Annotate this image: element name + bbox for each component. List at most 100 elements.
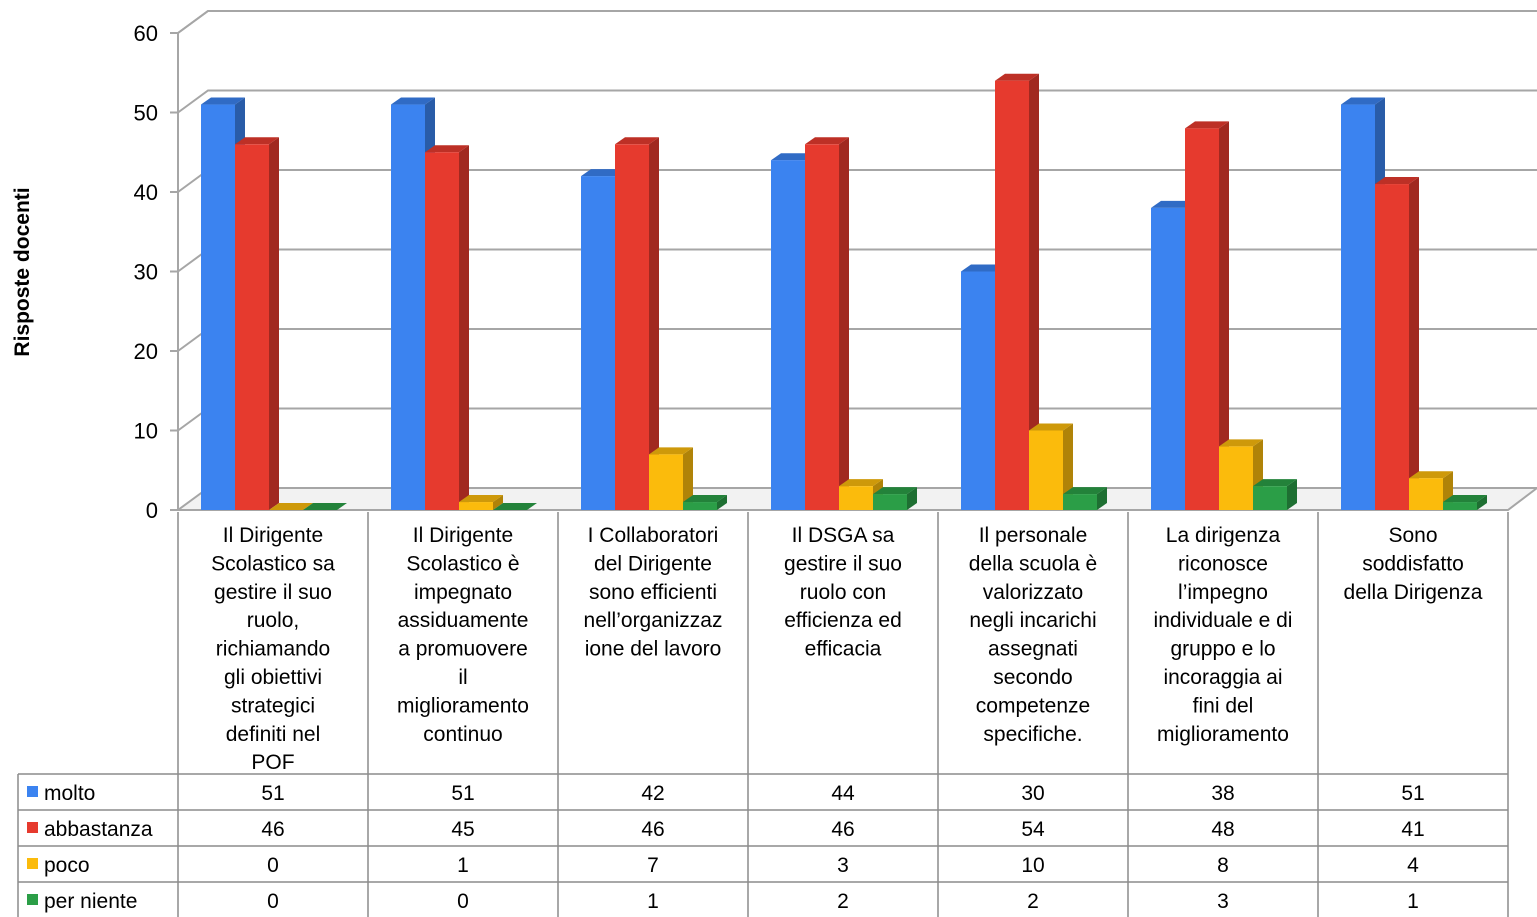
bar-top bbox=[1443, 495, 1487, 503]
bar-front bbox=[391, 104, 425, 511]
bar-abbastanza-1 bbox=[235, 137, 279, 511]
bar-per-niente-1 bbox=[303, 503, 347, 510]
category-label: Il DSGA sa gestire il suo ruolo con efficie… bbox=[784, 524, 902, 661]
table-cell-value: 2 bbox=[837, 890, 849, 913]
bar-top bbox=[1253, 479, 1297, 487]
y-tick-label: 0 bbox=[146, 498, 158, 523]
back-wall-edge bbox=[177, 10, 1537, 510]
bar-abbastanza-3 bbox=[615, 137, 659, 511]
bar-top bbox=[459, 495, 503, 503]
bar-poco-2 bbox=[459, 495, 503, 510]
bar-front bbox=[459, 502, 493, 510]
bar-poco-3 bbox=[649, 447, 693, 510]
category-label: Il Dirigente Scolastico sa gestire il suo r… bbox=[211, 524, 335, 774]
bar-top bbox=[805, 137, 849, 145]
bar-side bbox=[717, 495, 727, 510]
bar-front bbox=[649, 454, 683, 510]
bar-front bbox=[615, 144, 649, 511]
bar-front bbox=[235, 144, 269, 511]
bar-side bbox=[493, 495, 503, 510]
bar-side bbox=[1029, 73, 1039, 510]
y-axis: 0 10 20 30 40 50 60 bbox=[134, 21, 178, 523]
bar-top bbox=[581, 169, 625, 177]
bar-front bbox=[1409, 478, 1443, 510]
bar-top bbox=[649, 447, 693, 455]
bar-top bbox=[615, 137, 659, 145]
bar-front bbox=[1219, 446, 1253, 510]
bar-abbastanza-7 bbox=[1375, 177, 1419, 511]
bar-front bbox=[995, 80, 1029, 510]
bar-front bbox=[581, 176, 615, 510]
y-axis-label: Risposte docenti bbox=[11, 187, 34, 356]
legend-swatch bbox=[27, 858, 38, 869]
gridline bbox=[177, 248, 1537, 273]
bar-front bbox=[683, 502, 717, 510]
bar-top bbox=[1375, 177, 1419, 185]
legend-swatch bbox=[27, 822, 38, 833]
table-cell-value: 45 bbox=[451, 818, 474, 841]
bar-top bbox=[201, 97, 245, 105]
bar-front bbox=[1375, 184, 1409, 511]
bar-abbastanza-2 bbox=[425, 145, 469, 510]
table-cell-value: 46 bbox=[831, 818, 854, 841]
gridline bbox=[177, 10, 1537, 34]
table-cell-value: 2 bbox=[1027, 890, 1039, 913]
category-label: Sono soddisfatto della Dirigenza bbox=[1344, 524, 1483, 604]
bar-top bbox=[269, 503, 313, 510]
bar-top bbox=[1063, 487, 1107, 495]
legend-label: abbastanza bbox=[44, 818, 153, 841]
gridline bbox=[177, 169, 1537, 193]
table-cell-value: 3 bbox=[1217, 890, 1229, 913]
chart-walls bbox=[174, 10, 1537, 511]
bar-front bbox=[1029, 430, 1063, 510]
bar-top bbox=[1219, 439, 1263, 447]
bars bbox=[201, 73, 1487, 511]
table-cell-value: 46 bbox=[641, 818, 664, 841]
bar-front bbox=[839, 486, 873, 510]
table-cell-value: 42 bbox=[641, 782, 664, 805]
table-cell-value: 1 bbox=[457, 854, 469, 877]
table-cell-value: 38 bbox=[1211, 782, 1234, 805]
table-cell-value: 0 bbox=[267, 890, 279, 913]
gridline bbox=[177, 328, 1537, 352]
bar-front bbox=[425, 152, 459, 510]
category-label: Il personale della scuola è valorizzato neg… bbox=[969, 524, 1097, 746]
category-label: La dirigenza riconosce l’impegno individual… bbox=[1154, 524, 1293, 746]
y-tick-label: 30 bbox=[134, 260, 158, 285]
table-cell-value: 4 bbox=[1407, 854, 1419, 877]
bar-top bbox=[1185, 121, 1229, 129]
bar-side bbox=[269, 137, 279, 511]
bar-top bbox=[873, 487, 917, 495]
bar-side bbox=[907, 487, 917, 510]
legend-swatch bbox=[27, 894, 38, 905]
bar-side bbox=[1287, 479, 1297, 510]
bar-front bbox=[1185, 128, 1219, 510]
bar-front bbox=[1443, 502, 1477, 510]
table-cell-value: 54 bbox=[1021, 818, 1045, 841]
bar-side bbox=[1063, 423, 1073, 510]
bar-side bbox=[649, 137, 659, 511]
bar-poco-1 bbox=[269, 503, 313, 510]
y-tick-label: 60 bbox=[134, 21, 158, 46]
bar-top bbox=[391, 97, 435, 105]
table-cell-value: 1 bbox=[1407, 890, 1419, 913]
table-cell-value: 46 bbox=[261, 818, 284, 841]
bar-front bbox=[961, 271, 995, 510]
bar-top bbox=[303, 503, 347, 510]
bar-front bbox=[805, 144, 839, 511]
legend-label: poco bbox=[44, 854, 90, 877]
bar-front bbox=[873, 494, 907, 510]
bar-front bbox=[1253, 486, 1287, 510]
bar-per-niente-4 bbox=[873, 487, 917, 510]
y-tick-label: 20 bbox=[134, 339, 158, 364]
bar-side bbox=[839, 137, 849, 511]
bar-top bbox=[771, 153, 815, 161]
bar-abbastanza-4 bbox=[805, 137, 849, 511]
bar-top bbox=[1341, 97, 1385, 105]
table-cell-value: 8 bbox=[1217, 854, 1229, 877]
bar-front bbox=[771, 160, 805, 510]
bar-front bbox=[1341, 104, 1375, 511]
bar-top bbox=[1409, 471, 1453, 479]
bar-poco-5 bbox=[1029, 423, 1073, 510]
